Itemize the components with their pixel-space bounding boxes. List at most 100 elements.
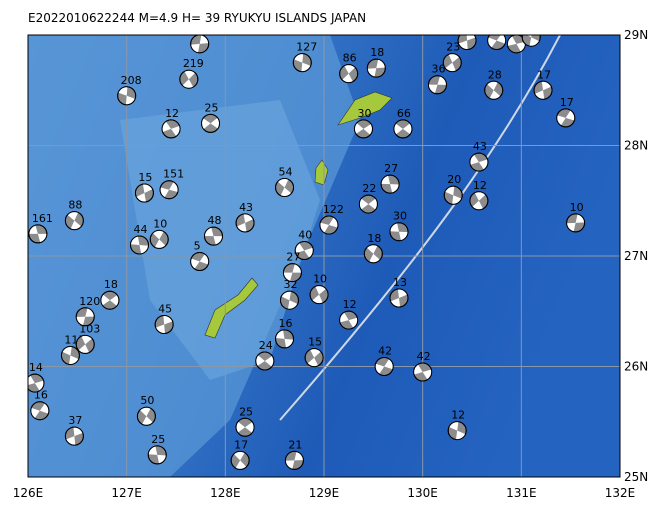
dilatation <box>245 421 255 433</box>
focal-mechanism <box>201 113 221 133</box>
depth-label: 17 <box>234 438 248 451</box>
beachball-outline <box>484 80 504 100</box>
depth-label: 16 <box>279 317 293 330</box>
beachball-outline <box>179 69 199 89</box>
focal-mechanism <box>319 215 339 235</box>
focal-mechanism <box>203 226 223 246</box>
dilatation <box>398 231 408 241</box>
dilatation <box>210 117 220 129</box>
beachball-outline <box>374 357 394 376</box>
depth-label: 66 <box>397 107 411 120</box>
focal-mechanism <box>28 224 48 244</box>
focal-mechanism <box>358 194 378 214</box>
dilatation <box>366 244 378 254</box>
dilatation <box>458 40 468 50</box>
beachball-outline <box>30 401 50 421</box>
beachball-outline <box>566 213 586 233</box>
dilatation <box>109 295 119 306</box>
depth-label: 86 <box>343 52 357 65</box>
dilatation <box>445 62 456 72</box>
beachball-outline <box>282 263 302 283</box>
depth-label: 15 <box>138 171 152 184</box>
focal-mechanism <box>304 348 324 368</box>
dilatation <box>85 308 95 317</box>
dilatation <box>312 294 323 304</box>
beachball-outline <box>190 252 210 272</box>
beachball-outline <box>469 152 489 172</box>
beachball-outline <box>134 183 154 203</box>
focal-mechanism <box>136 406 156 426</box>
dilatation <box>437 76 447 85</box>
beachball-outline <box>353 119 373 139</box>
depth-label: 127 <box>296 41 317 54</box>
beachball-outline <box>443 185 463 205</box>
dilatation <box>389 222 399 232</box>
dilatation <box>213 236 223 245</box>
focal-mechanism <box>533 80 553 100</box>
beachball-outline <box>28 224 48 244</box>
depth-label: 14 <box>29 361 43 374</box>
dilatation <box>148 446 158 455</box>
focal-mechanism <box>179 69 199 89</box>
beachball-outline <box>533 80 553 100</box>
focal-mechanism <box>147 445 167 465</box>
focal-mechanism <box>469 152 489 172</box>
dilatation <box>474 191 486 201</box>
depth-label: 42 <box>417 350 431 363</box>
dilatation <box>184 70 196 80</box>
focal-mechanism <box>100 290 120 310</box>
dilatation <box>375 363 385 375</box>
beachball-outline <box>190 35 210 54</box>
focal-mechanism <box>284 450 304 470</box>
dilatation <box>342 73 353 83</box>
dilatation <box>76 316 86 326</box>
dilatation <box>78 344 90 354</box>
focal-mechanism <box>275 177 295 197</box>
dilatation <box>199 254 209 265</box>
focal-mechanism <box>190 252 210 272</box>
depth-label: 10 <box>491 19 505 32</box>
depth-label: 27 <box>286 251 300 264</box>
depth-label: 37 <box>68 414 82 427</box>
dilatation <box>171 125 181 137</box>
dilatation <box>575 214 585 223</box>
dilatation <box>73 427 83 437</box>
focal-mechanism <box>566 213 586 233</box>
depth-label: 13 <box>393 276 407 289</box>
focal-mechanism <box>129 235 149 255</box>
dilatation <box>397 288 408 298</box>
dilatation <box>162 121 172 132</box>
beachball-outline <box>304 348 324 368</box>
dilatation <box>293 53 304 63</box>
depth-label: 22 <box>362 182 376 195</box>
dilatation <box>369 253 380 263</box>
grid <box>28 35 620 477</box>
depth-label: 27 <box>384 162 398 175</box>
focal-mechanism <box>427 75 447 95</box>
dilatation <box>565 110 575 121</box>
depth-label: 20 <box>447 173 461 186</box>
lat-label: 26N <box>624 360 648 374</box>
dilatation <box>310 348 321 358</box>
depth-label: 48 <box>207 214 221 227</box>
lon-label: 127E <box>111 486 142 500</box>
dilatation <box>190 43 200 53</box>
trench <box>279 35 561 421</box>
depth-label: 10 <box>313 273 327 286</box>
beachball-outline <box>255 351 275 371</box>
focal-mechanism <box>275 329 295 349</box>
dilatation <box>81 335 93 345</box>
depth-label: 43 <box>473 140 487 153</box>
dilatation <box>422 369 432 380</box>
dilatation <box>487 37 497 48</box>
dilatation <box>413 364 423 375</box>
dilatation <box>381 175 391 185</box>
depth-label: 208 <box>121 74 142 87</box>
island <box>337 91 393 126</box>
focal-mechanism <box>64 426 84 446</box>
lon-label: 131E <box>506 486 537 500</box>
dilatation <box>354 123 364 134</box>
dilatation <box>294 451 304 461</box>
focal-mechanism <box>442 53 462 73</box>
beachball-outline <box>427 75 447 95</box>
